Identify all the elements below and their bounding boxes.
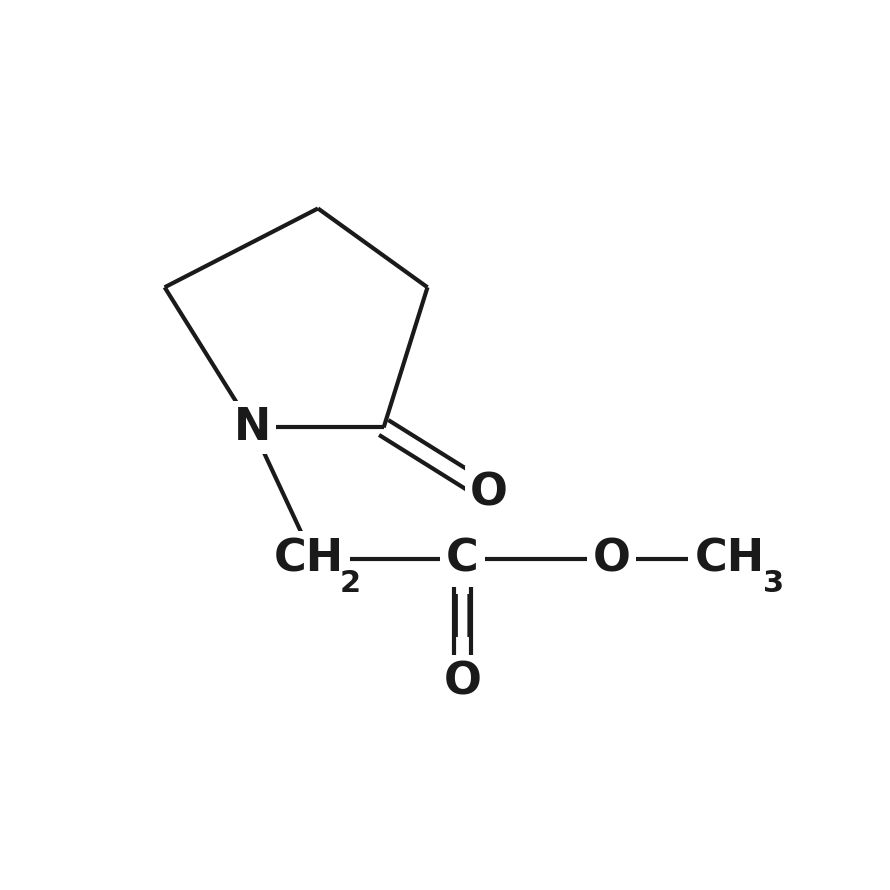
Text: O: O: [593, 538, 630, 580]
Text: C: C: [446, 538, 479, 580]
Text: CH: CH: [695, 538, 765, 580]
Text: O: O: [443, 660, 481, 703]
Text: CH: CH: [274, 538, 344, 580]
Text: ||: ||: [448, 595, 478, 637]
Text: 3: 3: [763, 569, 784, 598]
Text: 2: 2: [340, 569, 361, 598]
Text: N: N: [234, 406, 271, 449]
Text: O: O: [470, 472, 507, 514]
